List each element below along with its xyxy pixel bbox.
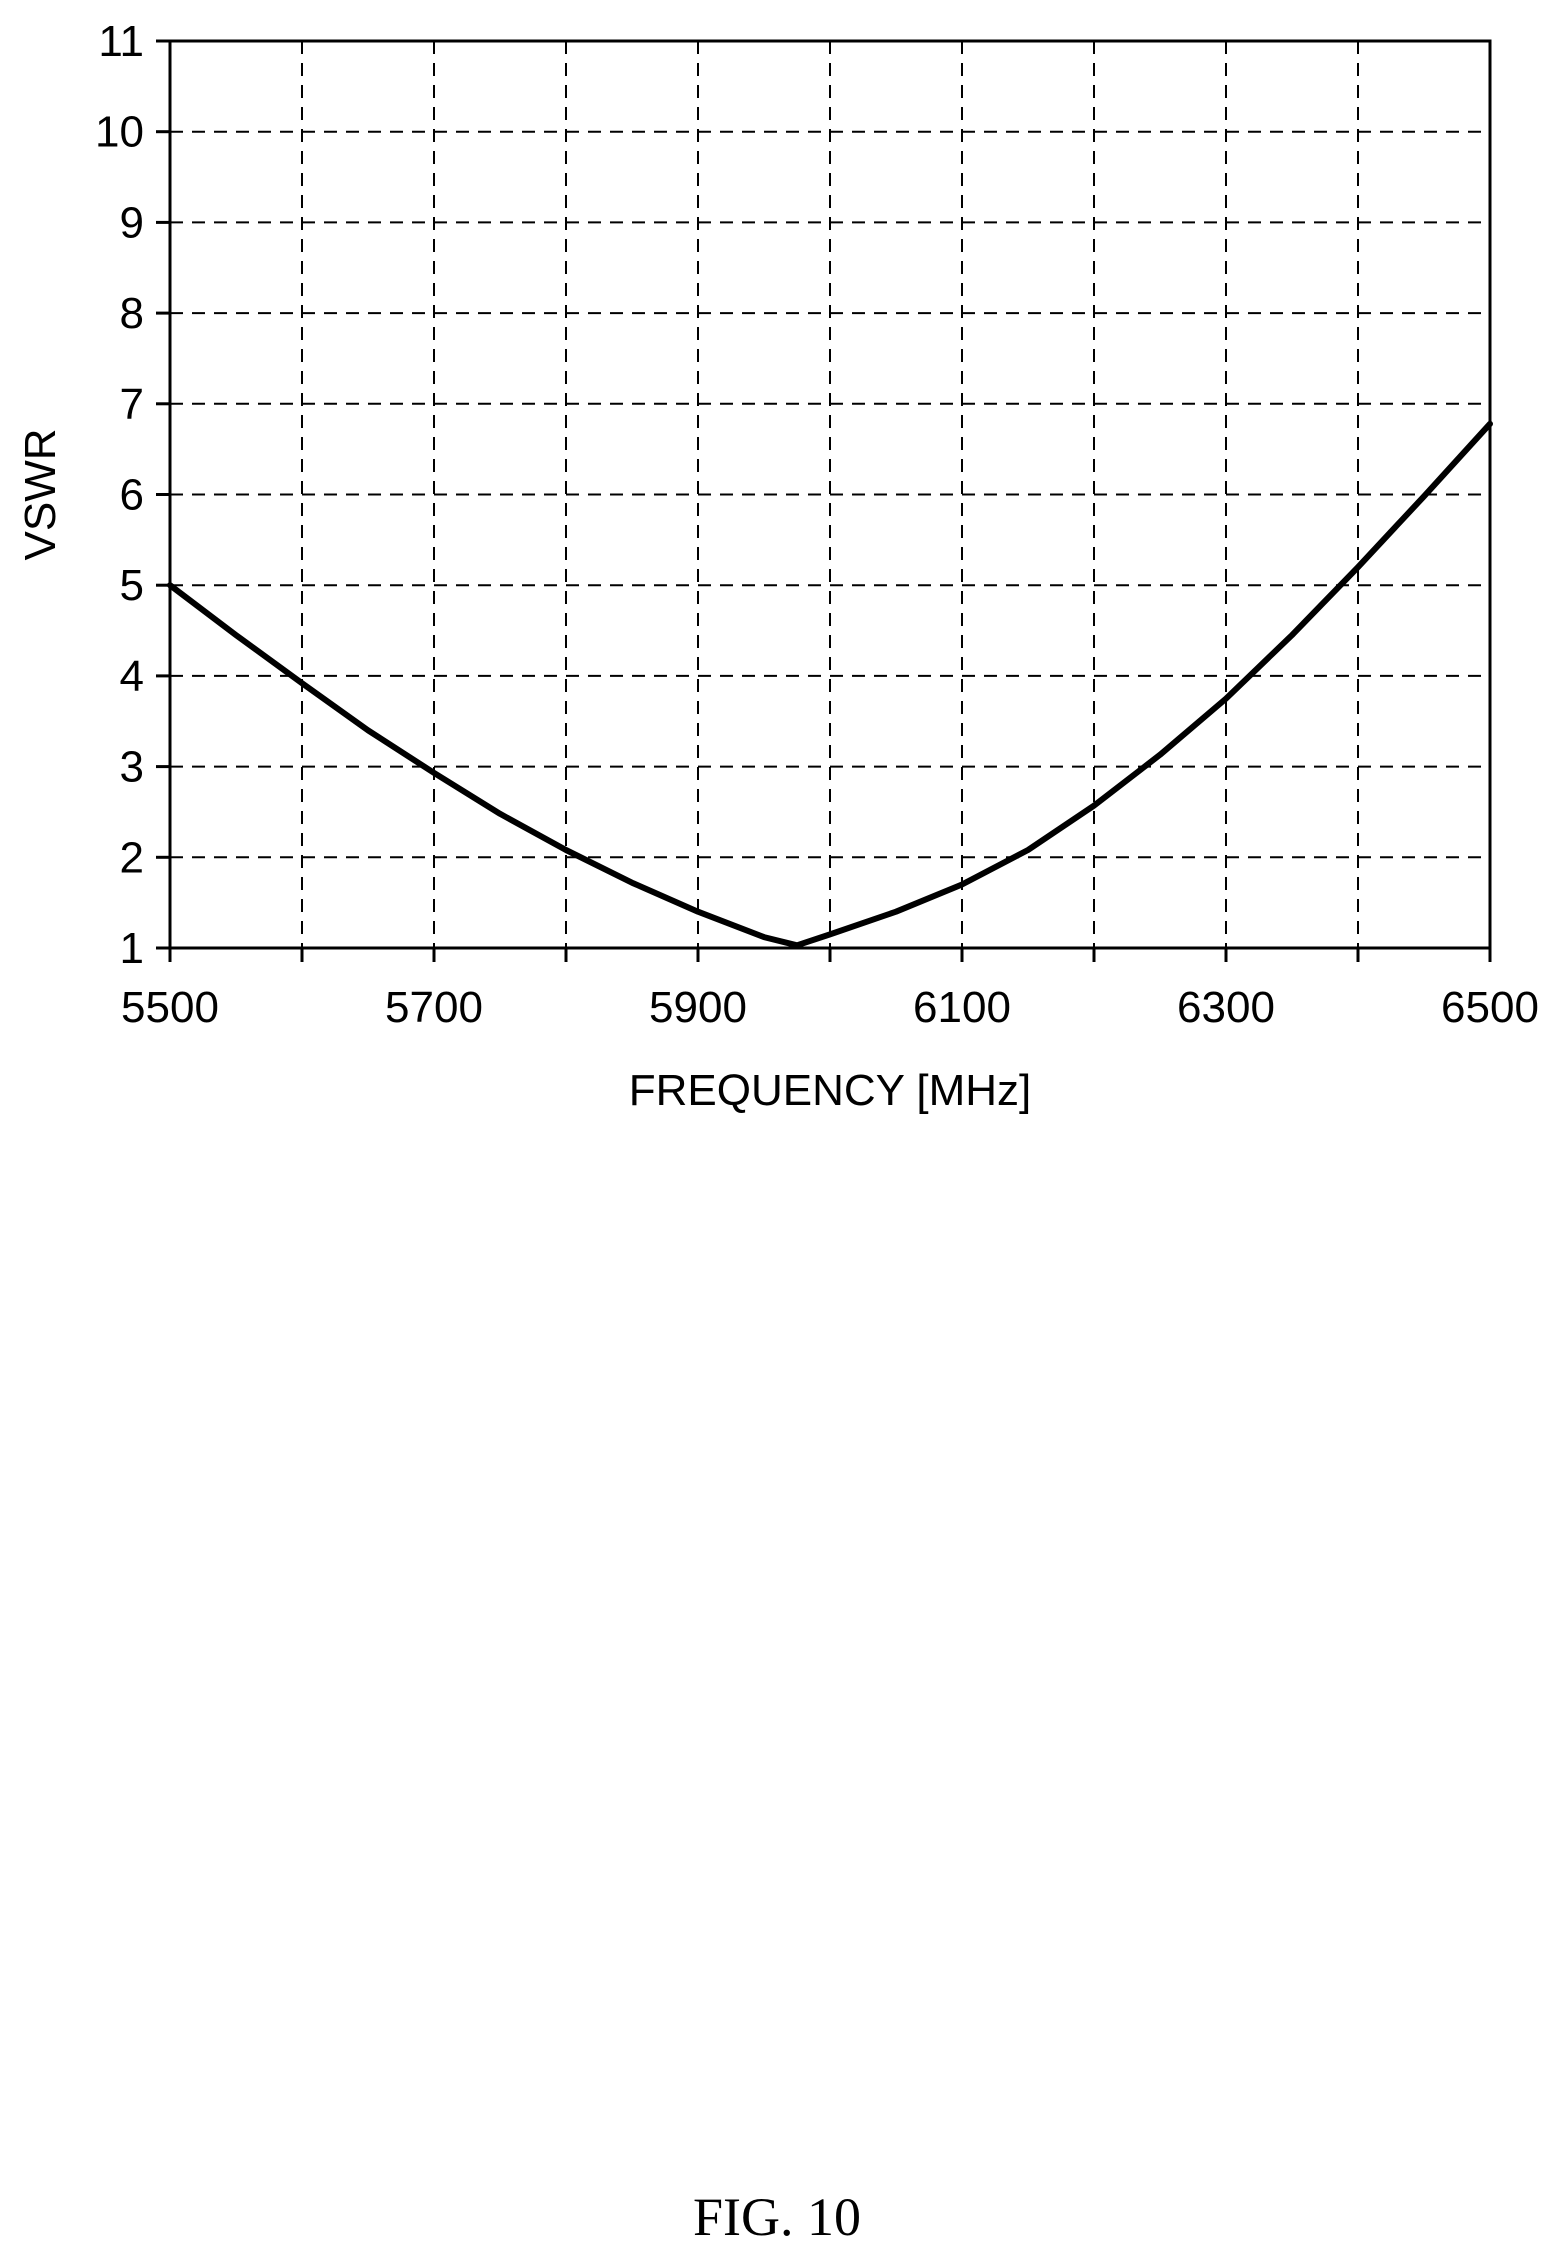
axis-ticks bbox=[156, 39, 1492, 962]
grid-lines bbox=[170, 41, 1490, 948]
y-tick-label: 10 bbox=[95, 108, 144, 157]
x-tick-label: 5700 bbox=[385, 983, 483, 1032]
y-axis-title: VSWR bbox=[16, 429, 65, 561]
figure-caption: FIG. 10 bbox=[692, 2187, 861, 2247]
y-tick-label: 6 bbox=[120, 471, 144, 520]
y-tick-label: 8 bbox=[120, 289, 144, 338]
x-tick-label: 6100 bbox=[913, 983, 1011, 1032]
x-tick-label: 5900 bbox=[649, 983, 747, 1032]
y-tick-labels: 1 2 3 4 5 6 7 8 9 10 11 bbox=[95, 17, 144, 973]
y-tick-label: 2 bbox=[120, 833, 144, 882]
vswr-chart: 1 2 3 4 5 6 7 8 9 10 11 5500 5700 5900 6100 6300 6500 F… bbox=[16, 17, 1539, 1115]
series-group bbox=[167, 420, 1493, 949]
vswr-series-line bbox=[167, 420, 1493, 949]
y-tick-label: 3 bbox=[120, 743, 144, 792]
y-tick-label: 1 bbox=[120, 924, 144, 973]
y-tick-label: 4 bbox=[120, 652, 144, 701]
x-tick-label: 5500 bbox=[121, 983, 219, 1032]
y-tick-label: 9 bbox=[120, 198, 144, 247]
x-tick-labels: 5500 5700 5900 6100 6300 6500 bbox=[121, 983, 1539, 1032]
y-tick-label: 7 bbox=[120, 380, 144, 429]
x-axis-title: FREQUENCY [MHz] bbox=[629, 1066, 1032, 1115]
y-tick-label: 5 bbox=[120, 561, 144, 610]
x-tick-label: 6300 bbox=[1177, 983, 1275, 1032]
y-tick-label: 11 bbox=[98, 17, 144, 66]
x-tick-label: 6500 bbox=[1441, 983, 1539, 1032]
